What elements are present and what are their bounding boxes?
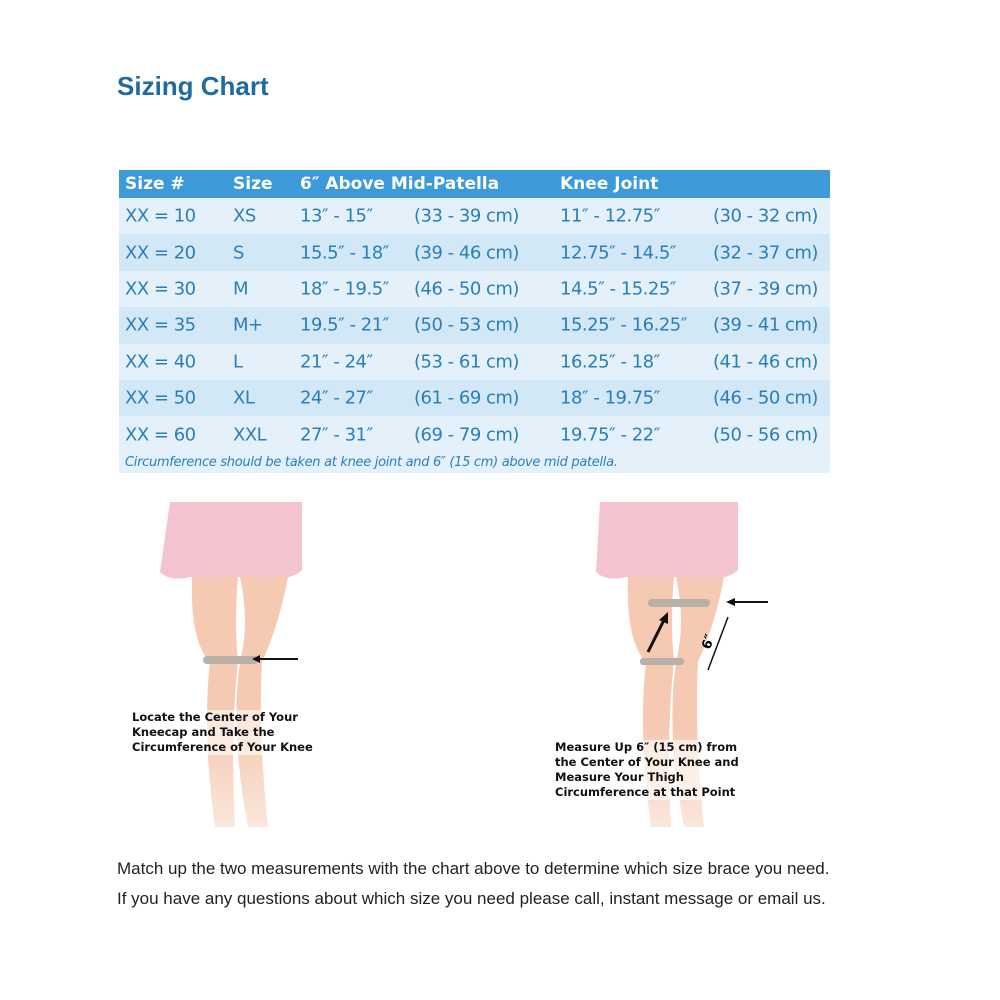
table-note: Circumference should be taken at knee jo…	[119, 452, 830, 473]
cell-size: XXL	[233, 424, 267, 446]
header-size-number: Size #	[125, 174, 185, 194]
table-row: XX = 60 XXL 27″ - 31″ (69 - 79 cm) 19.75″ - …	[119, 416, 830, 453]
caption-line: Locate the Center of Your	[132, 710, 298, 724]
cell-thigh-cm: (69 - 79 cm)	[414, 424, 519, 446]
tape-measure	[640, 658, 684, 665]
cell-knee-cm: (41 - 46 cm)	[713, 351, 818, 373]
right-caption: Measure Up 6″ (15 cm) from the Center of…	[555, 740, 739, 800]
caption-line: Measure Your Thigh	[555, 770, 684, 784]
cell-thigh-inches: 27″ - 31″	[300, 424, 373, 446]
cell-thigh-cm: (46 - 50 cm)	[414, 278, 519, 300]
cell-knee-inches: 19.75″ - 22″	[560, 424, 660, 446]
instructions-line-1: Match up the two measurements with the c…	[117, 859, 830, 878]
table-row: XX = 50 XL 24″ - 27″ (61 - 69 cm) 18″ - 19.7…	[119, 379, 830, 417]
cell-thigh-inches: 21″ - 24″	[300, 351, 373, 373]
caption-line: the Center of Your Knee and	[555, 755, 739, 769]
cell-thigh-inches: 18″ - 19.5″	[300, 278, 389, 300]
cell-size: M	[233, 278, 249, 300]
knee-measure-illustration	[160, 502, 302, 827]
tape-measure	[203, 656, 258, 664]
cell-thigh-cm: (33 - 39 cm)	[414, 205, 519, 227]
cell-size: M+	[233, 314, 263, 336]
cell-knee-inches: 16.25″ - 18″	[560, 351, 660, 373]
cell-size: XL	[233, 387, 255, 409]
cell-thigh-inches: 19.5″ - 21″	[300, 314, 389, 336]
caption-line: Circumference of Your Knee	[132, 740, 313, 754]
cell-knee-inches: 12.75″ - 14.5″	[560, 242, 677, 264]
cell-thigh-cm: (61 - 69 cm)	[414, 387, 519, 409]
cell-thigh-inches: 13″ - 15″	[300, 205, 373, 227]
cell-knee-inches: 14.5″ - 15.25″	[560, 278, 677, 300]
cell-size-number: XX = 20	[125, 242, 196, 264]
cell-knee-inches: 18″ - 19.75″	[560, 387, 660, 409]
up-arrow-icon	[646, 619, 666, 653]
skirt	[160, 502, 302, 579]
instructions-line-2: If you have any questions about which si…	[117, 889, 826, 908]
cell-size-number: XX = 30	[125, 278, 196, 300]
cell-size: L	[233, 351, 243, 373]
cell-size-number: XX = 35	[125, 314, 196, 336]
cell-size: S	[233, 242, 244, 264]
sizing-table: Size # Size 6″ Above Mid-Patella Knee Jo…	[119, 170, 830, 473]
caption-line: Measure Up 6″ (15 cm) from	[555, 740, 738, 754]
table-row: XX = 40 L 21″ - 24″ (53 - 61 cm) 16.25″ - 18…	[119, 343, 830, 380]
cell-thigh-cm: (53 - 61 cm)	[414, 351, 519, 373]
skirt	[596, 502, 738, 579]
tape-measure	[648, 599, 710, 607]
six-inch-label: 6″	[700, 632, 719, 651]
cell-knee-cm: (46 - 50 cm)	[713, 387, 818, 409]
cell-size-number: XX = 40	[125, 351, 196, 373]
page-title: Sizing Chart	[117, 71, 269, 101]
cell-knee-inches: 15.25″ - 16.25″	[560, 314, 687, 336]
header-thigh: 6″ Above Mid-Patella	[300, 174, 500, 194]
cell-knee-cm: (30 - 32 cm)	[713, 205, 818, 227]
cell-size-number: XX = 10	[125, 205, 196, 227]
caption-line: Kneecap and Take the	[132, 725, 275, 739]
cell-knee-cm: (37 - 39 cm)	[713, 278, 818, 300]
caption-line: Circumference at that Point	[555, 785, 736, 799]
cell-thigh-cm: (39 - 46 cm)	[414, 242, 519, 264]
cell-thigh-cm: (50 - 53 cm)	[414, 314, 519, 336]
table-row: XX = 10 XS 13″ - 15″ (33 - 39 cm) 11″ - 12.7…	[119, 198, 830, 235]
cell-knee-cm: (50 - 56 cm)	[713, 424, 818, 446]
cell-size-number: XX = 50	[125, 387, 196, 409]
cell-thigh-inches: 24″ - 27″	[300, 387, 373, 409]
cell-size: XS	[233, 205, 256, 227]
header-knee: Knee Joint	[560, 174, 659, 194]
header-size: Size	[233, 174, 273, 194]
left-caption: Locate the Center of Your Kneecap and Ta…	[132, 710, 313, 755]
table-row: XX = 30 M 18″ - 19.5″ (46 - 50 cm) 14.5″ - 1…	[119, 270, 830, 308]
table-row: XX = 20 S 15.5″ - 18″ (39 - 46 cm) 12.75″ - …	[119, 234, 830, 271]
table-header: Size # Size 6″ Above Mid-Patella Knee Jo…	[119, 170, 830, 198]
cell-knee-inches: 11″ - 12.75″	[560, 205, 660, 227]
cell-thigh-inches: 15.5″ - 18″	[300, 242, 389, 264]
cell-knee-cm: (39 - 41 cm)	[713, 314, 818, 336]
cell-size-number: XX = 60	[125, 424, 196, 446]
cell-knee-cm: (32 - 37 cm)	[713, 242, 818, 264]
table-row: XX = 35 M+ 19.5″ - 21″ (50 - 53 cm) 15.25″ -…	[119, 307, 830, 344]
